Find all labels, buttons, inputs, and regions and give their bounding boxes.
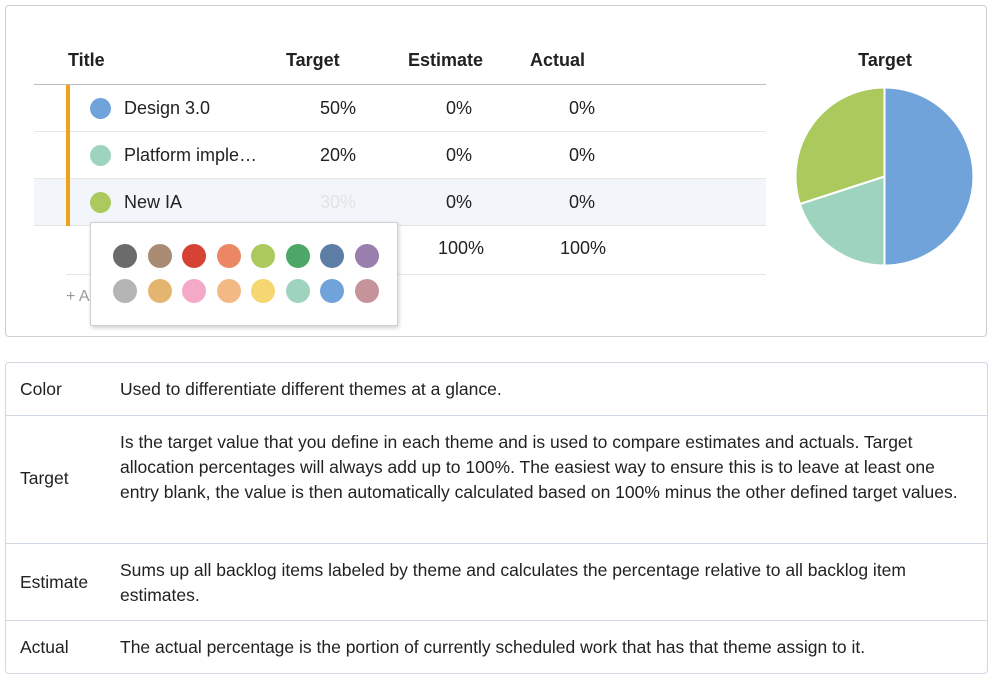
- color-swatch[interactable]: [147, 244, 172, 268]
- theme-title[interactable]: New IA: [124, 192, 183, 212]
- color-swatch[interactable]: [147, 279, 172, 303]
- pie-title: Target: [858, 50, 912, 70]
- definition-term: Estimate: [20, 572, 89, 592]
- total-estimate: 100%: [438, 238, 485, 258]
- color-swatch[interactable]: [320, 279, 344, 303]
- theme-actual: 0%: [569, 192, 596, 212]
- theme-estimate: 0%: [446, 98, 473, 118]
- theme-estimate: 0%: [446, 145, 473, 165]
- definition-row: Color Used to differentiate different th…: [6, 363, 987, 416]
- theme-actual: 0%: [569, 98, 596, 118]
- definition-row: Target Is the target value that you defi…: [6, 416, 987, 544]
- color-swatch[interactable]: [113, 279, 137, 303]
- theme-row-selected[interactable]: New IA 30% 0% 0%: [34, 179, 766, 226]
- definition-text: The actual percentage is the portion of …: [120, 637, 866, 657]
- pie-slice: [794, 86, 886, 206]
- totals-row: 100% 100%: [66, 228, 766, 275]
- definition-term: Actual: [20, 637, 69, 657]
- header-target[interactable]: Target: [286, 50, 340, 70]
- row-accent-bar: [66, 179, 70, 226]
- header-estimate[interactable]: Estimate: [408, 50, 484, 70]
- row-accent-bar: [66, 132, 70, 179]
- color-swatch[interactable]: [354, 279, 379, 303]
- color-swatch[interactable]: [216, 279, 241, 303]
- target-pie-chart: [794, 86, 975, 267]
- definition-row: Actual The actual percentage is the port…: [6, 621, 987, 674]
- header-divider: [34, 84, 766, 85]
- theme-target[interactable]: 50%: [320, 98, 357, 118]
- color-swatch[interactable]: [182, 244, 206, 268]
- definition-text: Sums up all backlog items labeled by the…: [120, 560, 906, 605]
- add-theme-link[interactable]: + A: [66, 288, 90, 305]
- theme-color-dot[interactable]: [90, 145, 111, 166]
- color-swatch[interactable]: [251, 279, 275, 303]
- color-swatch[interactable]: [354, 244, 379, 268]
- theme-row[interactable]: Design 3.0 50% 0% 0%: [34, 85, 766, 132]
- color-swatch[interactable]: [320, 244, 344, 268]
- header-actual[interactable]: Actual: [530, 50, 586, 70]
- theme-target[interactable]: 30%: [320, 192, 357, 212]
- color-swatch[interactable]: [285, 244, 310, 268]
- color-swatch[interactable]: [285, 279, 310, 303]
- total-actual: 100%: [560, 238, 607, 258]
- theme-actual: 0%: [569, 145, 596, 165]
- definition-text: Is the target value that you define in e…: [120, 432, 958, 502]
- definition-row: Estimate Sums up all backlog items label…: [6, 544, 987, 621]
- definitions-table: Color Used to differentiate different th…: [5, 362, 988, 674]
- theme-row[interactable]: Platform imple… 20% 0% 0%: [34, 132, 766, 179]
- header-title[interactable]: Title: [68, 50, 105, 70]
- color-picker-popup: [90, 222, 398, 326]
- theme-title[interactable]: Platform imple…: [124, 145, 258, 165]
- theme-color-dot[interactable]: [90, 192, 111, 213]
- color-swatch[interactable]: [251, 244, 275, 268]
- theme-title[interactable]: Design 3.0: [124, 98, 211, 118]
- pie-slice: [798, 175, 886, 267]
- theme-target[interactable]: 20%: [320, 145, 357, 165]
- themes-card: Title Target Estimate Actual Design 3.0 …: [5, 5, 987, 337]
- color-swatch[interactable]: [216, 244, 241, 268]
- theme-color-dot[interactable]: [90, 98, 111, 119]
- definition-term: Target: [20, 468, 69, 488]
- row-accent-bar: [66, 85, 70, 132]
- pie-slice: [883, 86, 975, 267]
- definition-term: Color: [20, 379, 62, 399]
- definition-text: Used to differentiate different themes a…: [120, 379, 502, 399]
- color-swatch[interactable]: [182, 279, 206, 303]
- color-swatch[interactable]: [113, 244, 137, 268]
- theme-estimate: 0%: [446, 192, 473, 212]
